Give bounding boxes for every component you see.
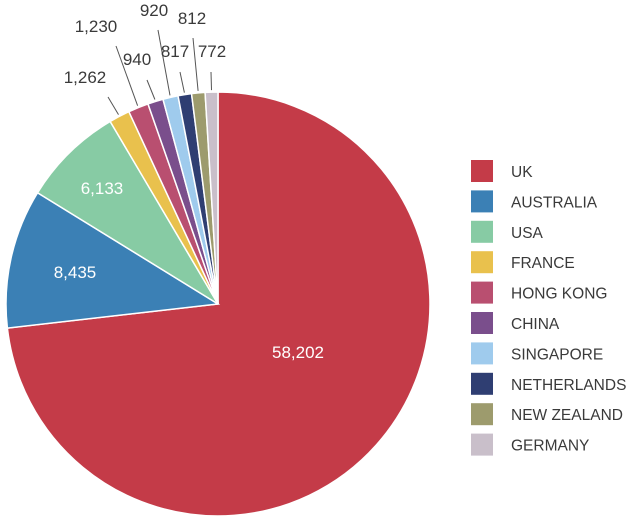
legend-label-uk: UK	[511, 164, 533, 181]
leader-line-singapore	[157, 29, 171, 96]
legend-swatch-china	[471, 312, 493, 334]
legend-label-new-zealand: NEW ZEALAND	[511, 407, 623, 424]
leader-line-netherlands	[179, 71, 185, 93]
leader-line-france	[107, 96, 119, 115]
slice-label-australia: 8,435	[54, 263, 97, 282]
legend: UK AUSTRALIA USA FRANCE HONG KONG CHINA SINGAP…	[471, 160, 626, 456]
legend-swatch-france	[471, 251, 493, 274]
legend-label-france: FRANCE	[511, 255, 575, 272]
legend-swatch-singapore	[471, 342, 493, 365]
leader-line-china	[146, 79, 156, 100]
legend-label-usa: USA	[511, 225, 544, 242]
leader-line-germany	[210, 71, 212, 91]
legend-label-china: CHINA	[511, 316, 560, 333]
legend-swatch-usa	[471, 220, 493, 243]
legend-label-australia: AUSTRALIA	[511, 194, 598, 211]
slice-label-netherlands: 817	[161, 42, 189, 61]
legend-label-netherlands: NETHERLANDS	[511, 377, 626, 394]
leader-lines	[107, 29, 212, 115]
slice-label-france: 1,262	[64, 68, 107, 87]
legend-swatch-australia	[471, 190, 493, 213]
leader-line-hong-kong	[115, 45, 139, 106]
legend-label-singapore: SINGAPORE	[511, 346, 603, 363]
slice-label-new-zealand: 812	[178, 9, 206, 28]
slice-label-germany: 772	[198, 42, 226, 61]
slice-usa	[36, 120, 219, 305]
slice-label-china: 940	[123, 50, 151, 69]
slice-germany	[204, 91, 219, 305]
legend-label-germany: GERMANY	[511, 438, 589, 455]
legend-swatch-uk	[471, 160, 493, 182]
slice-label-usa: 6,133	[81, 179, 124, 198]
legend-swatch-new-zealand	[471, 403, 493, 426]
slice-label-singapore: 920	[140, 1, 168, 20]
leader-line-new-zealand	[192, 37, 199, 91]
legend-swatch-netherlands	[471, 372, 493, 395]
legend-swatch-hong-kong	[471, 281, 493, 304]
legend-label-hong-kong: HONG KONG	[511, 286, 607, 303]
slice-labels: 58,202 8,435 6,133 1,262 1,230 940 920 817 812 77…	[54, 1, 324, 362]
slice-label-hong-kong: 1,230	[75, 17, 118, 36]
pie-slices	[5, 91, 431, 517]
legend-swatch-germany	[471, 433, 493, 456]
slice-australia	[5, 191, 221, 329]
slice-label-uk: 58,202	[272, 343, 324, 362]
